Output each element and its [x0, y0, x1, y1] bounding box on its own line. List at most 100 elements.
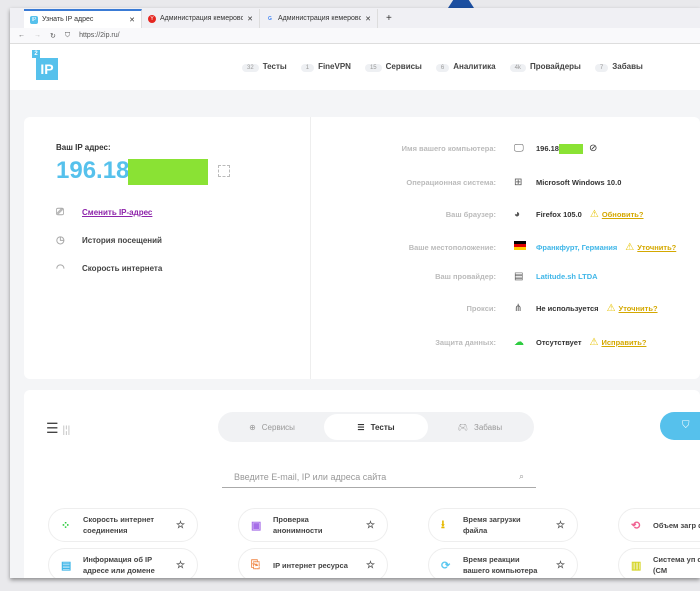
new-tab-button[interactable]: +	[386, 13, 392, 24]
nav-tests[interactable]: 32 Тесты	[242, 62, 287, 72]
nav-analytics[interactable]: 6 Аналитика	[435, 62, 496, 72]
shield-icon: ⛉	[64, 31, 71, 39]
ip-address: 196.18	[56, 157, 130, 184]
info-label: Защита данных:	[435, 338, 496, 347]
history-action[interactable]: ◷ История посещений	[56, 235, 162, 246]
tab-title: Администрация кемерово	[278, 15, 362, 22]
service-icon: ⁘	[61, 519, 71, 532]
windows-icon: ⊞	[514, 177, 523, 188]
change-ip-link[interactable]: Сменить IP-адрес	[82, 208, 153, 217]
cloud-lock-icon: ☁	[514, 337, 524, 348]
reload-icon[interactable]: ↻	[50, 32, 56, 40]
info-value: Отсутствует	[536, 338, 582, 347]
browser-tab-2[interactable]: Y Администрация кемерово ✕	[142, 9, 260, 28]
browser-tab-3[interactable]: G Администрация кемерово ✕	[260, 9, 378, 28]
change-ip-icon: ⎚	[56, 207, 64, 218]
nav-label: Забавы	[612, 62, 643, 71]
nav-label: Тесты	[262, 62, 287, 71]
service-icon: ▥	[631, 559, 642, 572]
gamepad-icon: 🎮︎	[457, 422, 468, 432]
star-icon[interactable]: ☆	[556, 519, 565, 531]
tab-bar: IP Узнать IP адрес ✕ Y Администрация кемеро…	[10, 8, 700, 28]
close-icon[interactable]: ✕	[129, 16, 135, 24]
service-item[interactable]: ⟳ Время реакции вашего компьютера ☆	[428, 548, 578, 578]
speed-link[interactable]: Скорость интернета	[82, 264, 163, 273]
info-label: Ваш браузер:	[445, 210, 496, 219]
warning-icon: ⚠	[625, 241, 635, 253]
info-row-browser: Ваш браузер: ◕ Firefox 105.0 ⚠ Обновить?	[314, 209, 644, 220]
info-value[interactable]: Latitude.sh LTDA	[536, 272, 598, 281]
page: 2 IP 32 Тесты 1 FineVPN 15 Сервисы 6 Аналитик…	[10, 44, 700, 578]
service-icon: ▣	[251, 519, 262, 532]
info-label: Операционная система:	[406, 178, 496, 187]
tab-tests[interactable]: ☰ Тесты	[324, 414, 428, 440]
clarify-link[interactable]: Уточнить?	[618, 304, 658, 313]
service-item[interactable]: ⭳ Время загрузки файла ☆	[428, 508, 578, 542]
star-icon[interactable]: ☆	[556, 559, 565, 571]
service-icon: ⭳	[441, 518, 445, 531]
info-value: Не используется	[536, 304, 599, 313]
browser-tab-1[interactable]: IP Узнать IP адрес ✕	[24, 9, 142, 28]
close-icon[interactable]: ✕	[365, 15, 371, 23]
search-icon[interactable]: ⌕	[518, 471, 524, 481]
nav-count: 32	[242, 64, 259, 72]
service-item[interactable]: ▥Система уп сайтом (CM☆	[618, 548, 700, 578]
network-icon: ⋔	[514, 303, 523, 314]
service-label: Скорость интернет соединения	[83, 515, 155, 535]
service-item[interactable]: ⟲Объем загр файла☆	[618, 508, 700, 542]
service-item[interactable]: ▤ Информация об IP адресе или домене ☆	[48, 548, 198, 578]
nav-services[interactable]: 15 Сервисы	[364, 62, 422, 72]
nav-count: 6	[435, 64, 450, 72]
service-label: Объем загр файла	[653, 520, 700, 530]
service-item[interactable]: ⁘ Скорость интернет соединения ☆	[48, 508, 198, 542]
redaction-mask	[128, 159, 208, 185]
nav-count: 4k	[509, 64, 526, 72]
change-ip-action[interactable]: ⎚ Сменить IP-адрес	[56, 207, 152, 218]
nav-count: 7	[594, 64, 609, 72]
site-header: 2 IP 32 Тесты 1 FineVPN 15 Сервисы 6 Аналитик…	[10, 44, 700, 90]
tab-title: Узнать IP адрес	[42, 16, 94, 23]
fix-link[interactable]: Исправить?	[601, 338, 647, 347]
copy-icon[interactable]	[218, 165, 230, 177]
service-item[interactable]: ⎘ IP интернет ресурса ☆	[238, 548, 388, 578]
logo[interactable]: 2 IP	[32, 50, 58, 80]
info-value: Firefox 105.0	[536, 210, 582, 219]
info-row-location: Ваше местоположение: Франкфурт, Германия ⚠…	[314, 241, 676, 253]
tab-fun[interactable]: 🎮︎ Забавы	[428, 414, 532, 440]
service-icon: ⎘	[251, 558, 260, 571]
favicon-icon: Y	[148, 14, 156, 23]
main-nav: 32 Тесты 1 FineVPN 15 Сервисы 6 Аналитика 4k…	[242, 62, 643, 72]
nav-fun[interactable]: 7 Забавы	[594, 62, 643, 72]
eye-off-icon[interactable]: ⊘	[588, 143, 598, 154]
vpn-shield-button[interactable]: ⛉	[660, 412, 700, 440]
service-label: Время загрузки файла	[463, 515, 521, 535]
update-link[interactable]: Обновить?	[601, 210, 644, 219]
service-item[interactable]: ▣ Проверка анонимности ☆	[238, 508, 388, 542]
firefox-icon: ◕	[514, 209, 521, 220]
info-row-provider: Ваш провайдер: ▤ Latitude.sh LTDA	[314, 271, 598, 282]
nav-providers[interactable]: 4k Провайдеры	[509, 62, 581, 72]
back-icon[interactable]: ←	[18, 32, 25, 39]
nav-finevpn[interactable]: 1 FineVPN	[300, 62, 351, 72]
redaction-mask	[558, 143, 583, 154]
history-link[interactable]: История посещений	[82, 236, 162, 245]
clarify-link[interactable]: Уточнить?	[637, 242, 677, 252]
service-icon: ⟲	[631, 519, 641, 532]
favicon-icon: G	[268, 15, 272, 22]
star-icon[interactable]: ☆	[366, 519, 375, 531]
nav-label: Сервисы	[385, 62, 422, 71]
logo-big: IP	[36, 58, 58, 80]
forward-icon[interactable]: →	[34, 32, 41, 39]
star-icon[interactable]: ☆	[176, 519, 185, 531]
info-value: 196.18	[536, 144, 559, 153]
url-input[interactable]: https://2ip.ru/	[79, 32, 120, 39]
menu-icon[interactable]: ☰ |¦|	[46, 420, 71, 436]
close-icon[interactable]: ✕	[247, 15, 253, 23]
speed-action[interactable]: ◠ Скорость интернета	[56, 263, 162, 274]
star-icon[interactable]: ☆	[366, 559, 375, 571]
star-icon[interactable]: ☆	[176, 559, 185, 571]
search-input[interactable]: Введите E-mail, IP или адреса сайта ⌕	[222, 466, 536, 488]
url-bar: ← → ↻ ⛉ https://2ip.ru/	[10, 28, 700, 44]
tab-services[interactable]: ⊕ Сервисы	[220, 414, 324, 440]
ip-info-card: Ваш IP адрес: 196.18 ⎚ Сменить IP-адрес ◷…	[24, 117, 700, 379]
